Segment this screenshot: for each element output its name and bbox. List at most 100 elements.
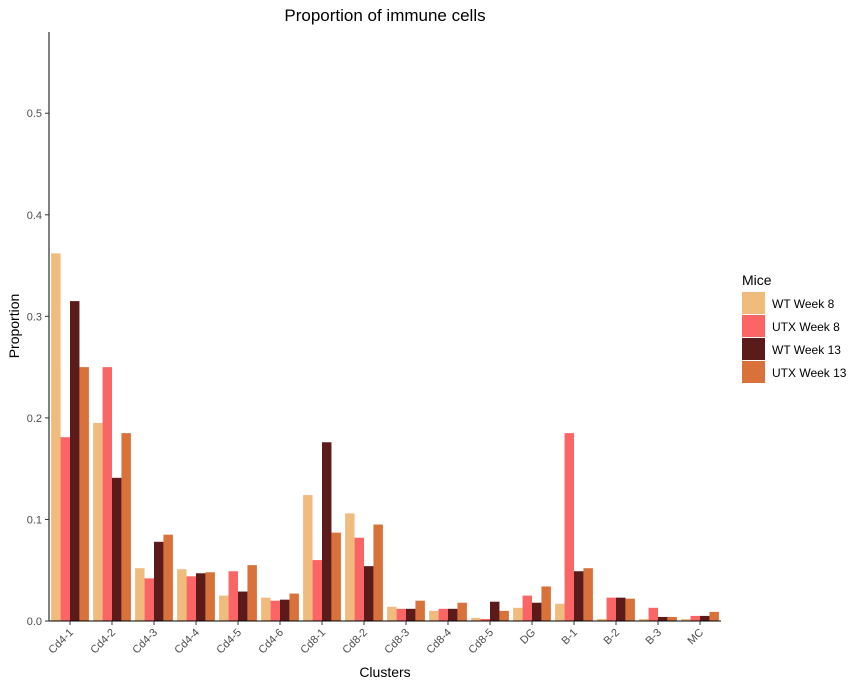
- bar: [135, 568, 145, 621]
- bar: [238, 591, 248, 621]
- bar: [471, 617, 481, 621]
- bar: [354, 537, 364, 621]
- y-axis-ticks: 0.0 0.1 0.2 0.3 0.4 0.5: [27, 108, 49, 628]
- bar: [102, 367, 112, 621]
- bar: [144, 578, 154, 621]
- y-axis-title: Proportion: [6, 294, 22, 359]
- bar: [228, 571, 238, 621]
- bar: [163, 534, 173, 621]
- legend-label: UTX Week 13: [772, 366, 847, 380]
- bar: [79, 367, 89, 621]
- bar: [364, 566, 374, 621]
- x-axis-title: Clusters: [359, 664, 410, 680]
- bar: [322, 442, 332, 621]
- bar: [597, 618, 607, 621]
- x-tick-label: Cd4-2: [88, 627, 118, 657]
- bar: [51, 253, 61, 621]
- bar: [406, 608, 416, 621]
- bar: [70, 301, 80, 621]
- legend-label: UTX Week 8: [772, 320, 840, 334]
- bar: [60, 437, 70, 621]
- bar: [154, 541, 164, 621]
- bar: [112, 477, 122, 621]
- bar: [93, 422, 103, 621]
- legend: Mice WT Week 8 UTX Week 8 WT Week 13 UTX We…: [742, 272, 847, 383]
- legend-swatch: [742, 361, 765, 383]
- legend-swatch: [742, 338, 765, 360]
- bar: [667, 616, 677, 621]
- bar: [700, 615, 710, 621]
- x-tick-label: Cd4-3: [130, 627, 160, 657]
- bar: [457, 602, 467, 621]
- bar: [247, 565, 257, 621]
- bar: [480, 618, 490, 621]
- bar: [513, 607, 523, 621]
- x-tick-label: MC: [686, 627, 707, 648]
- legend-swatch: [742, 315, 765, 337]
- x-tick-label: DG: [518, 627, 538, 647]
- bar: [303, 495, 313, 621]
- bar: [541, 586, 551, 621]
- x-tick-label: B-3: [644, 627, 665, 648]
- legend-title: Mice: [742, 272, 772, 288]
- y-tick-label: 0.0: [27, 616, 42, 628]
- bar: [373, 524, 383, 621]
- legend-label: WT Week 8: [772, 297, 835, 311]
- bar: [261, 597, 271, 621]
- bar: [177, 569, 187, 621]
- bar: [639, 618, 649, 621]
- bar: [121, 433, 131, 621]
- legend-swatch: [742, 292, 765, 314]
- x-tick-label: Cd4-4: [172, 627, 202, 657]
- bar: [331, 532, 341, 621]
- bar: [490, 601, 500, 621]
- bar: [658, 616, 668, 621]
- bar: [616, 597, 626, 621]
- plot-area: [51, 253, 719, 621]
- x-tick-label: Cd4-1: [46, 627, 76, 657]
- bar: [690, 615, 700, 621]
- y-tick-label: 0.1: [27, 514, 42, 526]
- y-tick-label: 0.4: [27, 210, 42, 222]
- bar: [396, 608, 406, 621]
- bar: [289, 593, 299, 621]
- chart-title: Proportion of immune cells: [284, 6, 485, 25]
- bar: [625, 598, 635, 621]
- bar: [564, 433, 574, 621]
- bar: [574, 571, 584, 621]
- x-tick-label: Cd4-5: [214, 627, 244, 657]
- bar: [429, 610, 439, 621]
- bar: [499, 610, 509, 621]
- bar: [345, 513, 355, 621]
- bar: [196, 573, 206, 621]
- bar: [387, 606, 397, 621]
- x-tick-label: Cd8-2: [340, 627, 370, 657]
- x-tick-label: Cd8-3: [382, 627, 412, 657]
- bar: [205, 572, 215, 621]
- bar: [415, 600, 425, 621]
- x-tick-label: Cd8-5: [466, 627, 496, 657]
- bar: [438, 608, 448, 621]
- x-tick-label: Cd4-6: [256, 627, 286, 657]
- legend-label: WT Week 13: [772, 343, 841, 357]
- bar: [709, 611, 719, 621]
- bar: [448, 608, 458, 621]
- x-tick-label: Cd8-1: [298, 627, 328, 657]
- bar: [312, 560, 322, 621]
- y-tick-label: 0.2: [27, 413, 42, 425]
- x-tick-label: B-2: [602, 627, 623, 648]
- bar: [648, 607, 658, 621]
- bar: [606, 597, 616, 621]
- bar: [532, 602, 542, 621]
- x-tick-label: B-1: [560, 627, 581, 648]
- bar: [555, 603, 565, 621]
- bar: [522, 595, 532, 621]
- x-tick-label: Cd8-4: [424, 627, 454, 657]
- x-axis-ticks: Cd4-1 Cd4-2 Cd4-3 Cd4-4 Cd4-5 Cd4-6 Cd8-1 Cd8-2…: [46, 621, 706, 656]
- y-tick-label: 0.5: [27, 108, 42, 120]
- bar: [681, 618, 691, 621]
- y-tick-label: 0.3: [27, 311, 42, 323]
- bar: [583, 568, 593, 621]
- bar: [270, 600, 280, 621]
